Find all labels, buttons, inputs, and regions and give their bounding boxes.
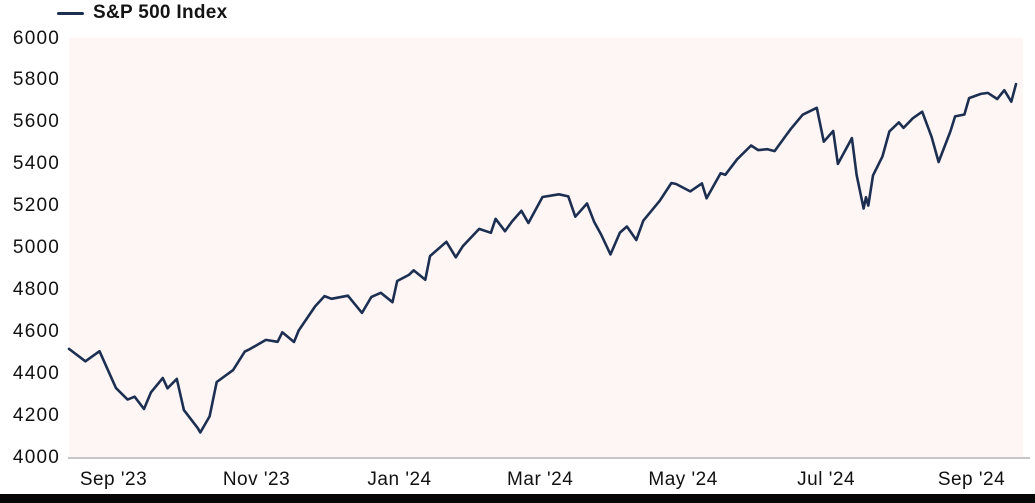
y-axis-label: 4400 xyxy=(12,362,60,384)
x-axis-label: Mar '24 xyxy=(507,469,574,490)
x-axis-label: Nov '23 xyxy=(222,469,291,490)
y-axis-label: 5800 xyxy=(12,69,60,91)
x-axis-label: May '24 xyxy=(648,469,718,490)
x-axis-label: Jan '24 xyxy=(367,469,432,490)
chart-legend: S&P 500 Index xyxy=(57,2,228,24)
bottom-black-bar xyxy=(0,494,1035,503)
y-axis-label: 5200 xyxy=(12,195,60,217)
y-axis-label: 4600 xyxy=(12,320,60,342)
y-axis-label: 4200 xyxy=(12,404,60,426)
legend-label: S&P 500 Index xyxy=(93,2,228,23)
y-axis-label: 5000 xyxy=(12,237,60,258)
y-axis-label: 4000 xyxy=(12,446,60,468)
y-axis-label: 6000 xyxy=(12,27,60,49)
y-axis-label: 5600 xyxy=(12,111,60,133)
x-axis-label: Sep '23 xyxy=(79,469,148,490)
y-axis-label: 4800 xyxy=(12,278,60,300)
x-axis-label: Sep '24 xyxy=(937,469,1006,490)
plot-area xyxy=(69,38,1023,457)
legend-line-swatch xyxy=(57,11,84,15)
sp500-price-line xyxy=(67,82,1018,434)
y-axis-label: 5400 xyxy=(12,153,60,175)
x-axis-label: Jul '24 xyxy=(797,469,856,490)
